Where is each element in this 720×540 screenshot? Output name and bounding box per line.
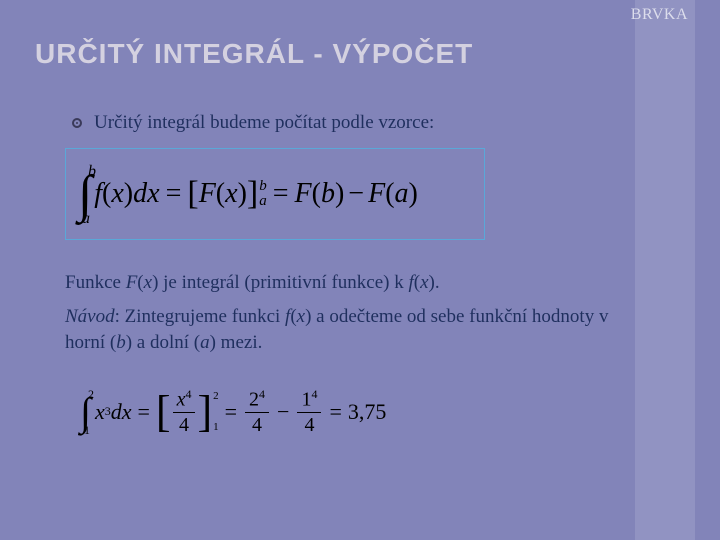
corner-label: BRVKA [631, 6, 688, 24]
ex-ad-num-exp: 4 [185, 387, 191, 401]
side-stripe [635, 0, 695, 540]
paren-open: ( [102, 178, 111, 210]
ex-bracket-group: [ x4 4 ] 2 1 [156, 388, 219, 435]
slide-title: URČITÝ INTEGRÁL - VÝPOČET [35, 38, 473, 70]
ex-result: 3,75 [348, 399, 387, 425]
minus1: − [348, 178, 364, 210]
eval-upper: b [259, 179, 267, 194]
rhs-F1: F [295, 178, 312, 210]
bracket-group: [F(x)] b a [187, 175, 266, 213]
ex-t1-den: 4 [252, 413, 262, 435]
paren-open2: ( [216, 178, 225, 210]
integral-sign: ∫ b a [78, 165, 92, 224]
ex-int-base: x [95, 399, 105, 425]
ex-integrand: x3dx [95, 399, 132, 425]
exp1-x2: x [420, 272, 428, 293]
ex-minus: − [277, 399, 289, 425]
integral-lower: a [82, 210, 90, 228]
ex-upper: 2 [88, 387, 94, 402]
exp1-prefix: Funkce [65, 272, 126, 293]
rhs-b: b [321, 178, 335, 210]
main-formula: ∫ b a f (x)dx = [F(x)] b a = F(b) − F(a) [78, 165, 418, 224]
ex-eq2: = [225, 399, 237, 425]
rhs-F2: F [368, 178, 385, 210]
ex-eval-upper: 2 [213, 391, 219, 402]
example-formula: ∫ 2 1 x3dx = [ x4 4 ] 2 1 = 24 4 − 14 4 … [80, 388, 386, 435]
ex-eq3: = [329, 399, 341, 425]
antideriv-var: x [225, 178, 237, 210]
integrand-var: x [111, 178, 123, 210]
ex-bracket-l: [ [156, 394, 171, 429]
ex-antideriv-frac: x4 4 [173, 388, 196, 435]
ex-eval-lower: 1 [213, 422, 219, 433]
ex-integral-sign: ∫ 2 1 [80, 388, 91, 435]
eval-lower: a [259, 194, 267, 209]
exp2-lead: Návod [65, 306, 115, 327]
bracket-limits: b a [259, 179, 267, 209]
paren-open3: ( [312, 178, 321, 210]
ex-dx: dx [111, 399, 132, 425]
exp2-a: : Zintegrujeme funkci [115, 306, 285, 327]
ex-bracket-limits: 2 1 [213, 391, 219, 433]
exp2-bvar: b [116, 332, 126, 353]
exp1-suffix: ). [429, 272, 440, 293]
integrand-fn: f [94, 178, 102, 210]
ex-bracket-r: ] [197, 394, 212, 429]
bullet-icon [72, 118, 82, 128]
intro-line: Určitý integrál budeme počítat podle vzo… [72, 112, 434, 134]
equals2: = [273, 178, 289, 210]
exp2-avar: a [200, 332, 210, 353]
ex-ad-den: 4 [179, 413, 189, 435]
explanation-1: Funkce F(x) je integrál (primitivní funk… [65, 272, 625, 294]
paren-close3: ) [335, 178, 344, 210]
ex-term1: 24 4 [245, 388, 269, 435]
main-formula-box: ∫ b a f (x)dx = [F(x)] b a = F(b) − F(a) [65, 148, 485, 240]
bracket-left: [ [187, 175, 198, 213]
paren-open4: ( [385, 178, 394, 210]
exp1-f: f [408, 272, 413, 293]
paren-close4: ) [409, 178, 418, 210]
integral-upper: b [88, 163, 96, 181]
exp2-x: x [297, 306, 305, 327]
exp2-f: f [285, 306, 290, 327]
paren-close: ) [124, 178, 133, 210]
exp1-x1: x [144, 272, 152, 293]
exp1-F: F [126, 272, 138, 293]
ex-t2-den: 4 [304, 413, 314, 435]
ex-t2-base: 1 [301, 389, 311, 411]
ex-t1-base: 2 [249, 389, 259, 411]
intro-text: Určitý integrál budeme počítat podle vzo… [94, 112, 434, 134]
bracket-right: ] [247, 175, 258, 213]
ex-lower: 1 [84, 423, 90, 438]
ex-eq1: = [138, 399, 150, 425]
ex-term2: 14 4 [297, 388, 321, 435]
ex-t1-exp: 4 [259, 387, 265, 401]
rhs-a: a [395, 178, 409, 210]
ex-t2-exp: 4 [311, 387, 317, 401]
equals1: = [166, 178, 182, 210]
explanation-2: Návod: Zintegrujeme funkci f(x) a odečte… [65, 304, 625, 355]
antideriv-fn: F [199, 178, 216, 210]
exp2-d: ) mezi. [210, 332, 263, 353]
exp2-c: ) a dolní ( [126, 332, 200, 353]
paren-close2: ) [238, 178, 247, 210]
differential: dx [133, 178, 159, 210]
exp1-mid: ) je integrál (primitivní funkce) k [152, 272, 408, 293]
